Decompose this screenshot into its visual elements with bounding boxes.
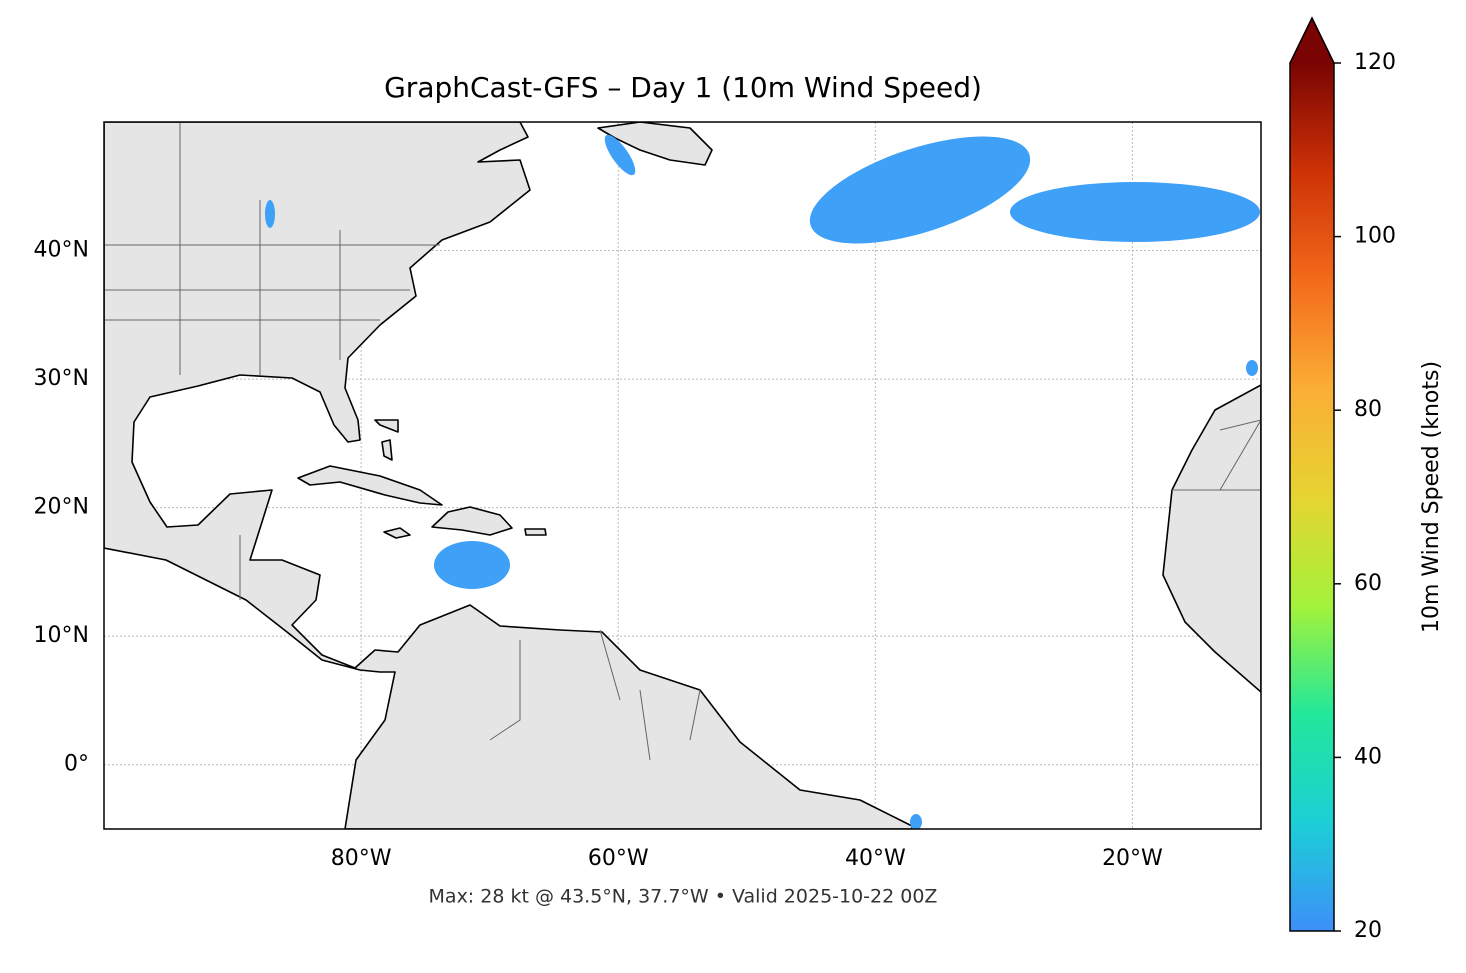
borders	[104, 122, 1261, 761]
wind-area	[434, 541, 510, 589]
africa	[1162, 384, 1261, 693]
chart-title: GraphCast-GFS – Day 1 (10m Wind Speed)	[384, 71, 982, 104]
puerto-rico	[524, 528, 547, 536]
x-tick-label: 20°W	[1102, 846, 1163, 871]
wind-area	[265, 200, 275, 228]
hispaniola	[431, 506, 513, 536]
colorbar-tick-label: 100	[1354, 224, 1396, 249]
y-tick-label: 0°	[64, 752, 89, 777]
wind-area	[1010, 182, 1260, 242]
x-tick-label: 80°W	[331, 846, 392, 871]
cuba	[297, 465, 443, 506]
y-tick-label: 40°N	[34, 238, 89, 263]
wind-area	[604, 134, 636, 176]
y-tick-label: 20°N	[34, 495, 89, 520]
colorbar-tick-label: 80	[1354, 397, 1382, 422]
map-frame	[103, 121, 1262, 830]
wind-area	[1246, 360, 1258, 376]
footer-note: Max: 28 kt @ 43.5°N, 37.7°W • Valid 2025…	[429, 886, 938, 908]
map	[104, 122, 1261, 829]
y-tick-label: 10°N	[34, 623, 89, 648]
colorbar-tick-label: 60	[1354, 571, 1382, 596]
colorbar-fill	[1290, 63, 1334, 931]
colorbar-outline	[1289, 16, 1335, 932]
x-tick-label: 40°W	[845, 846, 906, 871]
colorbar-extend	[1290, 18, 1334, 63]
colorbar-tick-label: 20	[1354, 918, 1382, 943]
bahamas	[374, 419, 399, 461]
wind-area	[809, 136, 1031, 244]
colorbar-tick-label: 120	[1354, 50, 1396, 75]
americas	[104, 122, 913, 829]
colorbar-label: 10m Wind Speed (knots)	[1419, 361, 1444, 633]
colorbar-tick-label: 40	[1354, 744, 1382, 769]
colorbar: 20 40 60 80 100 120 10m Wind Speed (knots)	[1289, 16, 1444, 943]
wind-area	[910, 814, 922, 829]
newfoundland	[597, 122, 713, 166]
y-tick-label: 30°N	[34, 366, 89, 391]
jamaica	[383, 527, 411, 539]
x-tick-label: 60°W	[588, 846, 649, 871]
